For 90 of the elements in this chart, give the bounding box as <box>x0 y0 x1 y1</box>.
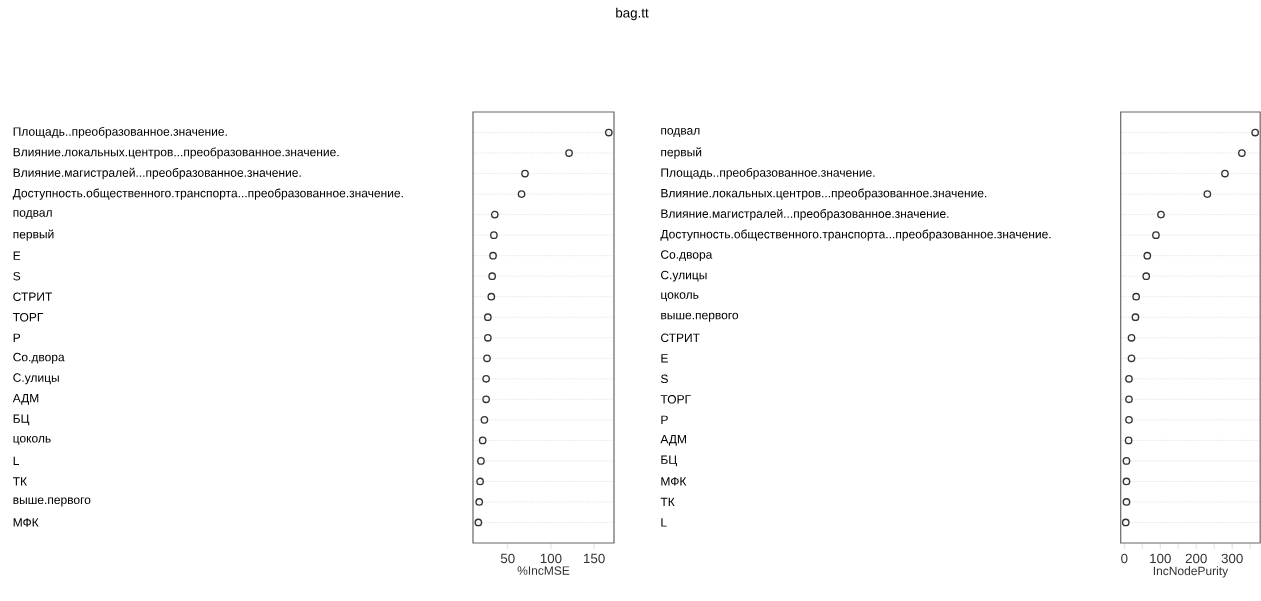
point <box>480 415 489 424</box>
point <box>1122 457 1131 465</box>
y-tick-label: БЦ <box>13 414 30 426</box>
y-tick-label: Доступность.общественного.транспорта...преобразованное.значение. <box>12 188 403 200</box>
y-tick-label: выше.первого <box>661 312 739 322</box>
y-tick-label: S <box>660 374 668 384</box>
point <box>565 149 573 157</box>
point <box>1238 149 1246 157</box>
y-tick-label: АДМ <box>12 394 39 405</box>
point <box>482 395 490 404</box>
y-tick-label: АДМ <box>660 435 686 446</box>
y-tick-label: МФК <box>13 518 39 527</box>
y-tick-label: L <box>661 518 667 527</box>
y-tick-label: первый <box>661 147 702 159</box>
y-tick-label: Влияние.локальных.центров...преобразованное.значение. <box>13 147 339 159</box>
point <box>1132 292 1141 301</box>
chart-title: bag.tt <box>616 7 649 21</box>
point <box>1131 313 1140 322</box>
point <box>475 498 484 506</box>
point <box>490 210 499 219</box>
y-tick-label: С.улицы <box>13 373 59 385</box>
point <box>477 457 485 465</box>
point <box>488 272 497 281</box>
point <box>1143 251 1152 260</box>
point <box>1121 518 1130 527</box>
y-tick-label: МФК <box>661 477 687 486</box>
point <box>483 354 491 363</box>
point <box>521 169 529 178</box>
x-tick-label: 300 <box>1221 553 1243 564</box>
y-tick-label: L <box>13 456 19 466</box>
point <box>1142 272 1151 281</box>
y-tick-label: С.улицы <box>661 270 707 282</box>
x-tick-label: 200 <box>1185 553 1207 564</box>
y-tick-label: БЦ <box>661 455 677 467</box>
y-tick-label: Со.двора <box>13 352 65 364</box>
y-tick-label: выше.первого <box>13 497 91 507</box>
point <box>1221 169 1229 178</box>
x-tick-label: 100 <box>1150 553 1171 564</box>
y-tick-label: подвал <box>13 210 52 220</box>
y-tick-label: цоколь <box>661 292 699 302</box>
point <box>1152 231 1160 240</box>
point <box>1251 128 1260 137</box>
x-axis-title: %IncMSE <box>517 566 570 575</box>
y-tick-label: P <box>13 333 21 342</box>
point <box>604 128 613 137</box>
x-axis-title: IncNodePurity <box>1153 566 1229 578</box>
point <box>1122 498 1131 506</box>
point <box>1124 436 1133 445</box>
point <box>1125 415 1133 424</box>
point <box>489 251 497 260</box>
point <box>1125 374 1133 383</box>
y-tick-label: S <box>13 271 21 281</box>
y-tick-label: E <box>13 251 21 260</box>
point <box>478 436 487 445</box>
x-tick-label: 150 <box>584 553 605 564</box>
point <box>1127 333 1136 342</box>
y-tick-label: Влияние.магистралей...преобразованное.значение. <box>661 208 949 221</box>
y-tick-label: ТК <box>12 477 27 486</box>
point <box>483 333 492 342</box>
y-tick-label: подвал <box>661 128 700 137</box>
point <box>1122 477 1131 486</box>
y-tick-label: первый <box>13 229 54 241</box>
point <box>483 313 492 322</box>
point <box>490 231 498 240</box>
x-tick-label: 100 <box>540 553 562 564</box>
y-tick-label: Влияние.магистралей...преобразованное.значение. <box>13 167 301 180</box>
y-tick-label: Площадь..преобразованное.значение. <box>13 126 227 139</box>
point <box>1127 354 1136 363</box>
point <box>474 518 483 527</box>
y-tick-label: ТОРГ <box>660 395 691 404</box>
point <box>476 477 484 486</box>
y-tick-label: P <box>661 415 668 424</box>
y-tick-label: ТК <box>660 497 675 507</box>
y-tick-label: Со.двора <box>661 250 713 262</box>
y-tick-label: ТОРГ <box>12 312 44 322</box>
y-tick-label: СТРИТ <box>661 333 700 343</box>
y-tick-label: Доступность.общественного.транспорта...преобразованное.значение. <box>660 229 1051 241</box>
x-tick-label: 50 <box>500 553 515 564</box>
point <box>482 374 490 383</box>
point <box>1203 190 1212 198</box>
x-tick-label: 0 <box>1121 553 1128 564</box>
point <box>1125 395 1133 404</box>
point <box>517 190 526 198</box>
point <box>1157 210 1165 219</box>
y-tick-label: СТРИТ <box>13 292 52 301</box>
y-tick-label: Площадь..преобразованное.значение. <box>661 167 875 180</box>
y-tick-label: Влияние.локальных.центров...преобразованное.значение. <box>661 188 987 200</box>
y-tick-label: цоколь <box>13 435 51 445</box>
point <box>487 292 496 301</box>
y-tick-label: E <box>661 354 668 363</box>
